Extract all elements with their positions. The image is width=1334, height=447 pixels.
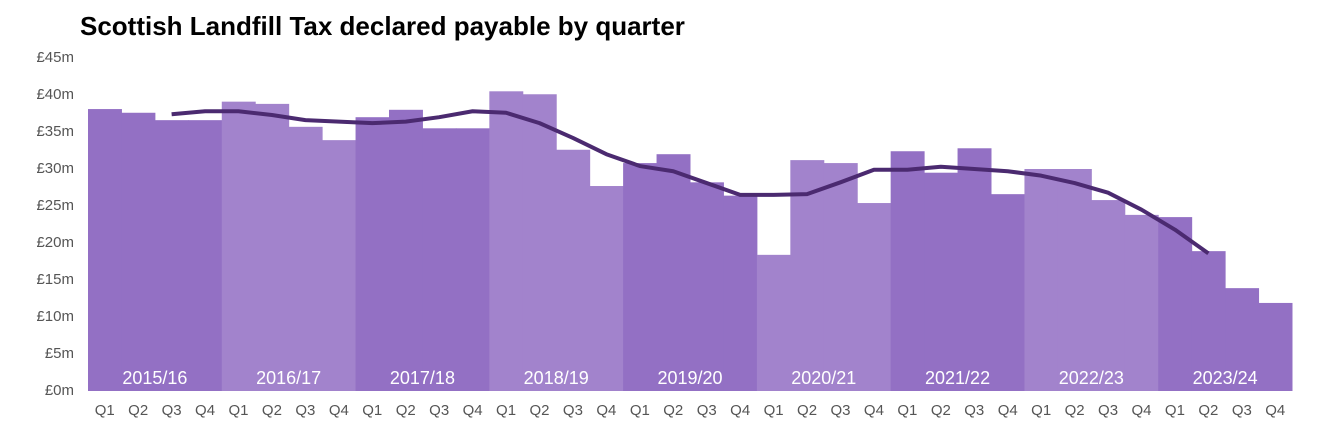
x-tick-label: Q4 [998, 402, 1018, 419]
group-label: 2018/19 [524, 368, 589, 388]
x-tick-label: Q2 [128, 402, 148, 419]
group-label: 2021/22 [925, 368, 990, 388]
bar [154, 120, 189, 391]
y-tick-label: £40m [36, 86, 74, 103]
bar [656, 154, 691, 391]
bar [690, 182, 724, 391]
x-tick-label: Q1 [630, 402, 650, 419]
y-tick-label: £20m [36, 234, 74, 251]
x-tick-label: Q2 [529, 402, 549, 419]
bar [1258, 302, 1293, 391]
x-tick-label: Q3 [830, 402, 850, 419]
group-label: 2016/17 [256, 368, 321, 388]
bar [288, 126, 323, 391]
x-tick-label: Q4 [463, 402, 483, 419]
y-tick-label: £15m [36, 271, 74, 288]
bar [991, 194, 1025, 391]
x-tick-label: Q2 [396, 402, 416, 419]
x-tick-label: Q1 [1165, 402, 1185, 419]
group-label: 2023/24 [1193, 368, 1258, 388]
x-tick-label: Q3 [162, 402, 182, 419]
bar [756, 254, 791, 391]
bar [1158, 217, 1193, 391]
bar [1091, 200, 1126, 391]
x-tick-label: Q3 [964, 402, 984, 419]
bar [389, 109, 423, 392]
bar [823, 163, 858, 391]
bar [221, 101, 256, 391]
x-tick-label: Q2 [931, 402, 951, 419]
x-tick-label: Q4 [329, 402, 349, 419]
bar [957, 148, 992, 391]
chart-title: Scottish Landfill Tax declared payable b… [80, 11, 685, 41]
bar [924, 172, 959, 391]
bar [589, 186, 624, 391]
group-label: 2015/16 [122, 368, 187, 388]
x-tick-label: Q1 [228, 402, 248, 419]
bar [623, 163, 658, 391]
group-label: 2022/23 [1059, 368, 1124, 388]
bar [322, 140, 357, 391]
bar [489, 91, 524, 392]
bar [556, 149, 591, 391]
x-tick-label: Q1 [1031, 402, 1051, 419]
bar [422, 128, 457, 392]
x-tick-label: Q2 [663, 402, 683, 419]
x-tick-label: Q2 [262, 402, 282, 419]
y-tick-label: £25m [36, 197, 74, 214]
y-tick-label: £45m [36, 49, 74, 66]
group-label: 2020/21 [791, 368, 856, 388]
bar [88, 109, 122, 391]
group-label: 2017/18 [390, 368, 455, 388]
bar [790, 160, 825, 391]
x-tick-label: Q4 [730, 402, 750, 419]
bar [857, 203, 892, 391]
x-tick-label: Q3 [697, 402, 717, 419]
x-tick-label: Q1 [95, 402, 115, 419]
x-tick-label: Q3 [429, 402, 449, 419]
x-tick-label: Q1 [897, 402, 917, 419]
y-tick-label: £0m [45, 382, 74, 399]
x-tick-label: Q1 [496, 402, 516, 419]
bar [121, 112, 156, 391]
bar [455, 128, 490, 392]
x-tick-label: Q4 [864, 402, 884, 419]
x-tick-label: Q2 [797, 402, 817, 419]
x-tick-label: Q3 [563, 402, 583, 419]
x-tick-label: Q3 [1232, 402, 1252, 419]
y-tick-label: £10m [36, 308, 74, 325]
x-tick-label: Q3 [1098, 402, 1118, 419]
x-tick-label: Q2 [1065, 402, 1085, 419]
bar [355, 117, 390, 391]
bar [1225, 288, 1260, 391]
bar [522, 94, 557, 391]
y-tick-label: £35m [36, 123, 74, 140]
group-label: 2019/20 [657, 368, 722, 388]
x-tick-label: Q1 [362, 402, 382, 419]
bar [1191, 251, 1226, 391]
x-tick-label: Q4 [1131, 402, 1151, 419]
x-tick-label: Q1 [764, 402, 784, 419]
y-tick-label: £5m [45, 345, 74, 362]
x-tick-label: Q4 [1265, 402, 1285, 419]
bar [1024, 169, 1059, 391]
x-tick-label: Q4 [195, 402, 215, 419]
bar [1057, 169, 1092, 391]
bar [255, 103, 290, 391]
x-tick-label: Q2 [1198, 402, 1218, 419]
x-tick-label: Q3 [295, 402, 315, 419]
x-tick-label: Q4 [596, 402, 616, 419]
bar [723, 195, 758, 391]
line [171, 109, 1210, 255]
bar [1124, 214, 1159, 391]
bar [890, 151, 925, 391]
bar [188, 120, 223, 391]
y-tick-label: £30m [36, 160, 74, 177]
